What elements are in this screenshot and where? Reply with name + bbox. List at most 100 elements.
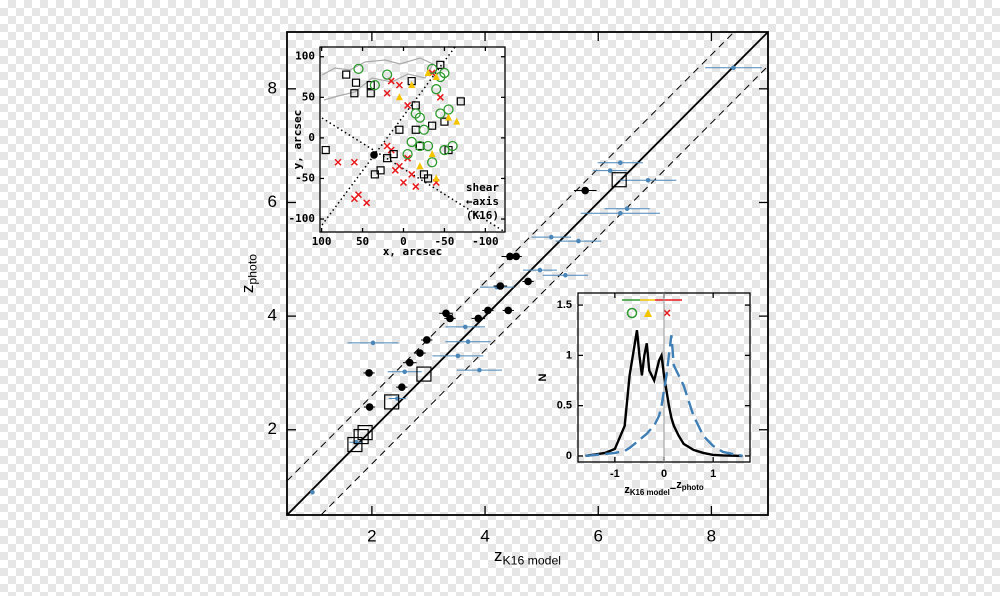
x-tick-label: -50 xyxy=(434,235,454,248)
point xyxy=(477,367,482,373)
point xyxy=(537,267,543,273)
point xyxy=(442,309,450,318)
point xyxy=(416,162,424,170)
x-axis-label-part: K16 model xyxy=(630,488,670,497)
point xyxy=(524,277,532,286)
point xyxy=(426,157,438,168)
point xyxy=(411,101,420,110)
point xyxy=(416,349,424,357)
y-tick-label: 8 xyxy=(268,78,277,97)
x-axis-label: zK16 model xyxy=(494,546,561,567)
x-tick-label: -100 xyxy=(472,235,499,248)
legend-symbol xyxy=(626,307,638,319)
point xyxy=(431,84,442,95)
point xyxy=(412,183,420,191)
x-tick-label: -1 xyxy=(610,468,620,480)
point xyxy=(731,65,736,71)
point xyxy=(418,124,430,135)
y-tick-label: 0 xyxy=(566,450,572,462)
point xyxy=(447,140,458,152)
point xyxy=(445,113,453,121)
point xyxy=(398,383,406,391)
point xyxy=(440,117,449,126)
point xyxy=(389,150,398,159)
y-tick-label: 2 xyxy=(268,419,277,438)
point xyxy=(506,252,514,261)
point xyxy=(432,73,440,81)
point xyxy=(334,158,342,166)
point xyxy=(422,336,431,344)
y-tick-label: 100 xyxy=(295,50,315,63)
point xyxy=(383,142,391,150)
x-axis-label-part: K16 model xyxy=(503,554,562,568)
contour xyxy=(321,57,434,101)
point xyxy=(411,125,420,134)
x-axis-label-part: photo xyxy=(682,483,704,492)
offset-line xyxy=(320,65,768,515)
x-tick-label: 6 xyxy=(594,526,603,545)
point xyxy=(342,70,351,79)
y-tick-label: -100 xyxy=(289,212,316,225)
point xyxy=(645,178,651,183)
point xyxy=(353,63,364,75)
point xyxy=(439,144,450,156)
annotation: (K16) xyxy=(466,209,499,222)
point xyxy=(443,104,454,115)
shear-axis xyxy=(321,47,456,226)
point xyxy=(456,97,465,106)
point xyxy=(395,125,404,134)
annotation: shear xyxy=(466,181,499,194)
x-tick-label: 100 xyxy=(312,235,332,248)
point xyxy=(363,199,371,207)
y-axis-label-part: photo xyxy=(246,254,260,285)
point xyxy=(408,170,416,178)
x-axis-label: x, arcsec xyxy=(383,245,443,258)
legend-symbol xyxy=(644,309,652,317)
legend-symbol xyxy=(663,309,671,317)
y-axis-label: y, arcsec xyxy=(291,110,304,170)
x-axis-label-part: − xyxy=(670,483,676,495)
point xyxy=(416,366,432,382)
offset-line xyxy=(287,32,735,482)
point xyxy=(350,195,358,203)
point xyxy=(422,140,434,152)
x-tick-label: 0 xyxy=(661,468,667,480)
point xyxy=(548,234,554,240)
point xyxy=(395,93,403,101)
one-to-one-line xyxy=(287,32,768,515)
point xyxy=(496,282,505,290)
point xyxy=(406,136,417,148)
point xyxy=(462,324,468,330)
y-tick-label: 0 xyxy=(308,131,315,144)
plot-frame xyxy=(286,31,769,516)
point xyxy=(404,101,412,109)
point xyxy=(310,489,315,495)
point xyxy=(618,160,623,165)
point xyxy=(432,174,440,182)
point xyxy=(410,108,421,119)
point xyxy=(624,206,630,212)
y-tick-label: 6 xyxy=(268,192,277,211)
point xyxy=(446,314,454,323)
point xyxy=(439,67,450,79)
point xyxy=(366,89,375,98)
annotation: ←axis xyxy=(466,195,499,208)
point xyxy=(369,79,380,91)
point xyxy=(321,145,330,155)
x-axis-label-part: z xyxy=(624,484,630,496)
point xyxy=(395,81,403,89)
point xyxy=(365,369,373,377)
point xyxy=(618,210,623,216)
plot-frame xyxy=(319,46,506,233)
y-axis-label: N xyxy=(537,373,549,381)
y-axis-label-part: z xyxy=(238,285,257,294)
point xyxy=(384,394,400,410)
y-tick-label: 50 xyxy=(302,90,315,103)
point xyxy=(607,168,613,173)
point xyxy=(436,93,444,101)
point xyxy=(414,140,426,152)
point xyxy=(351,78,361,87)
